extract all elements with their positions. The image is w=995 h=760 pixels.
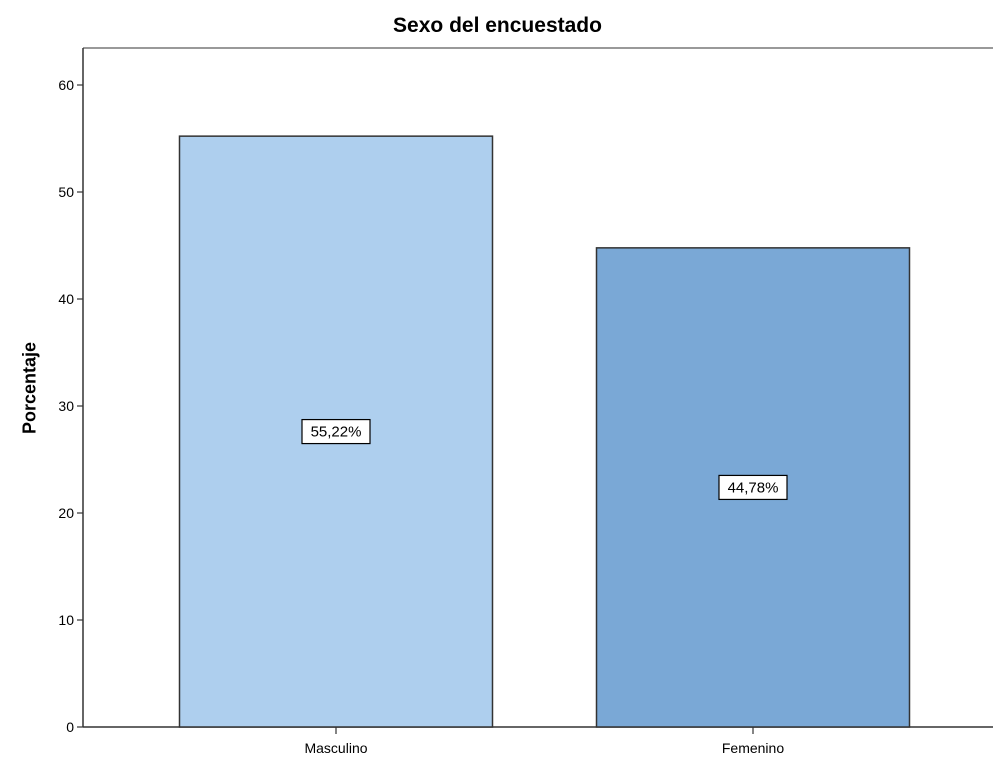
x-tick-label: Masculino (304, 740, 367, 756)
y-tick-label: 20 (58, 505, 74, 521)
y-tick-label: 60 (58, 77, 74, 93)
y-tick-label: 10 (58, 612, 74, 628)
y-tick-label: 40 (58, 291, 74, 307)
data-label: 44,78% (728, 479, 779, 496)
y-tick-label: 30 (58, 398, 74, 414)
x-tick-label: Femenino (722, 740, 784, 756)
data-label-box (301, 418, 371, 445)
y-tick-label: 0 (66, 719, 74, 735)
data-label-box (718, 474, 788, 501)
chart-title: Sexo del encuestado (393, 14, 602, 37)
y-tick-label: 50 (58, 184, 74, 200)
data-label: 55,22% (311, 424, 362, 441)
